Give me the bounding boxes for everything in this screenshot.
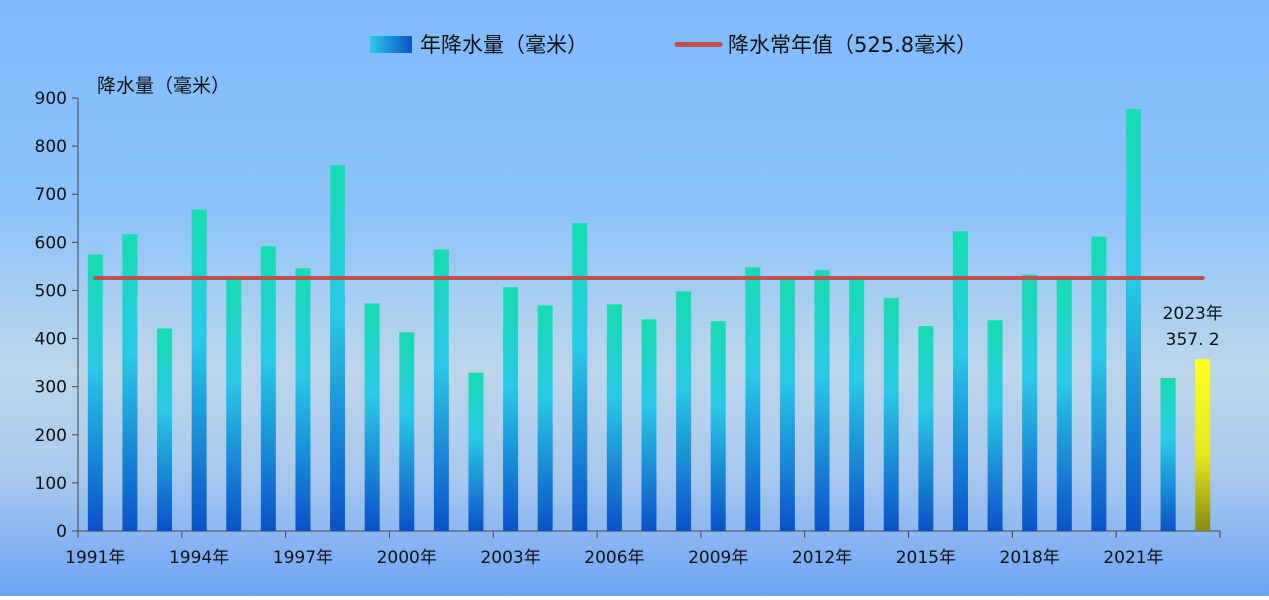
bar (1056, 277, 1072, 531)
x-ticks: 1991年 1994年 1997年 2000年 2003年 2006年 2009年 2012年… (65, 531, 1221, 568)
bar (918, 326, 934, 531)
x-tick-label: 2003年 (480, 548, 540, 568)
bar (745, 267, 761, 531)
legend-bar-swatch (370, 36, 412, 53)
bar (883, 298, 899, 531)
x-tick-label: 2015年 (896, 548, 956, 568)
bar (710, 321, 726, 531)
bar (1125, 109, 1141, 531)
bars (87, 109, 1211, 532)
bar (1160, 378, 1176, 531)
legend: 年降水量（毫米） 降水常年值（525.8毫米） (370, 33, 977, 57)
x-tick-label: 2018年 (1000, 548, 1060, 568)
y-tick-label: 300 (35, 378, 67, 398)
bar (537, 305, 553, 531)
bar (295, 268, 311, 531)
bar (676, 291, 692, 531)
y-tick-label: 100 (35, 474, 67, 494)
bar (226, 277, 242, 531)
x-tick-label: 1994年 (169, 548, 229, 568)
x-tick-label: 2006年 (584, 548, 644, 568)
bar (641, 319, 657, 531)
y-tick-label: 600 (35, 233, 67, 253)
annotation-year-label: 2023年 (1163, 304, 1223, 324)
bar (779, 276, 795, 531)
bar (433, 249, 449, 532)
bar (399, 332, 415, 531)
x-tick-label: 2012年 (792, 548, 852, 568)
bar (606, 304, 622, 531)
bar (1091, 236, 1107, 531)
bar-highlight (1195, 359, 1211, 531)
legend-bar-label: 年降水量（毫米） (420, 33, 588, 57)
y-tick-label: 400 (35, 330, 67, 350)
bar (157, 328, 173, 531)
y-tick-label: 0 (56, 522, 67, 542)
y-tick-label: 800 (35, 137, 67, 157)
bar (572, 223, 588, 532)
bar (952, 231, 968, 532)
bar (87, 254, 103, 531)
y-tick-label: 500 (35, 281, 67, 301)
bar (260, 246, 276, 531)
x-tick-label: 1991年 (65, 548, 125, 568)
y-tick-label: 700 (35, 185, 67, 205)
legend-line-label: 降水常年值（525.8毫米） (728, 33, 977, 57)
x-tick-label: 2000年 (377, 548, 437, 568)
annotation-value-label: 357. 2 (1166, 330, 1220, 350)
y-axis-label: 降水量（毫米） (97, 75, 230, 97)
x-tick-label: 1997年 (273, 548, 333, 568)
bar (503, 287, 519, 531)
y-tick-label: 200 (35, 426, 67, 446)
y-ticks: 0 100 200 300 400 500 600 700 800 900 (35, 89, 78, 542)
bar (849, 276, 865, 531)
bar (330, 165, 346, 531)
x-tick-label: 2021年 (1103, 548, 1163, 568)
bar (191, 209, 207, 531)
bar (364, 303, 380, 531)
bar (1022, 274, 1038, 531)
bar (987, 320, 1003, 531)
x-tick-label: 2009年 (688, 548, 748, 568)
bar (122, 234, 138, 531)
y-tick-label: 900 (35, 89, 67, 109)
bar (468, 372, 484, 531)
bar (814, 270, 830, 531)
